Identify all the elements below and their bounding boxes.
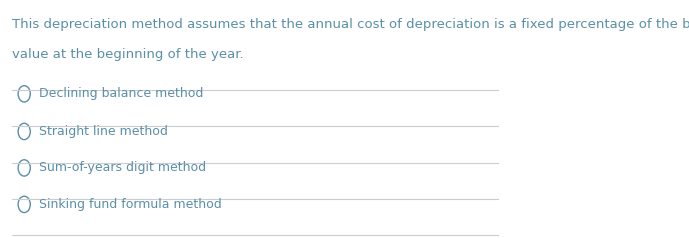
Text: Declining balance method: Declining balance method	[39, 87, 204, 100]
Text: Sinking fund formula method: Sinking fund formula method	[39, 198, 222, 211]
Text: Straight line method: Straight line method	[39, 125, 168, 138]
Text: value at the beginning of the year.: value at the beginning of the year.	[12, 49, 243, 61]
Text: Sum-of-years digit method: Sum-of-years digit method	[39, 161, 207, 174]
Text: This depreciation method assumes that the annual cost of depreciation is a fixed: This depreciation method assumes that th…	[12, 18, 689, 31]
